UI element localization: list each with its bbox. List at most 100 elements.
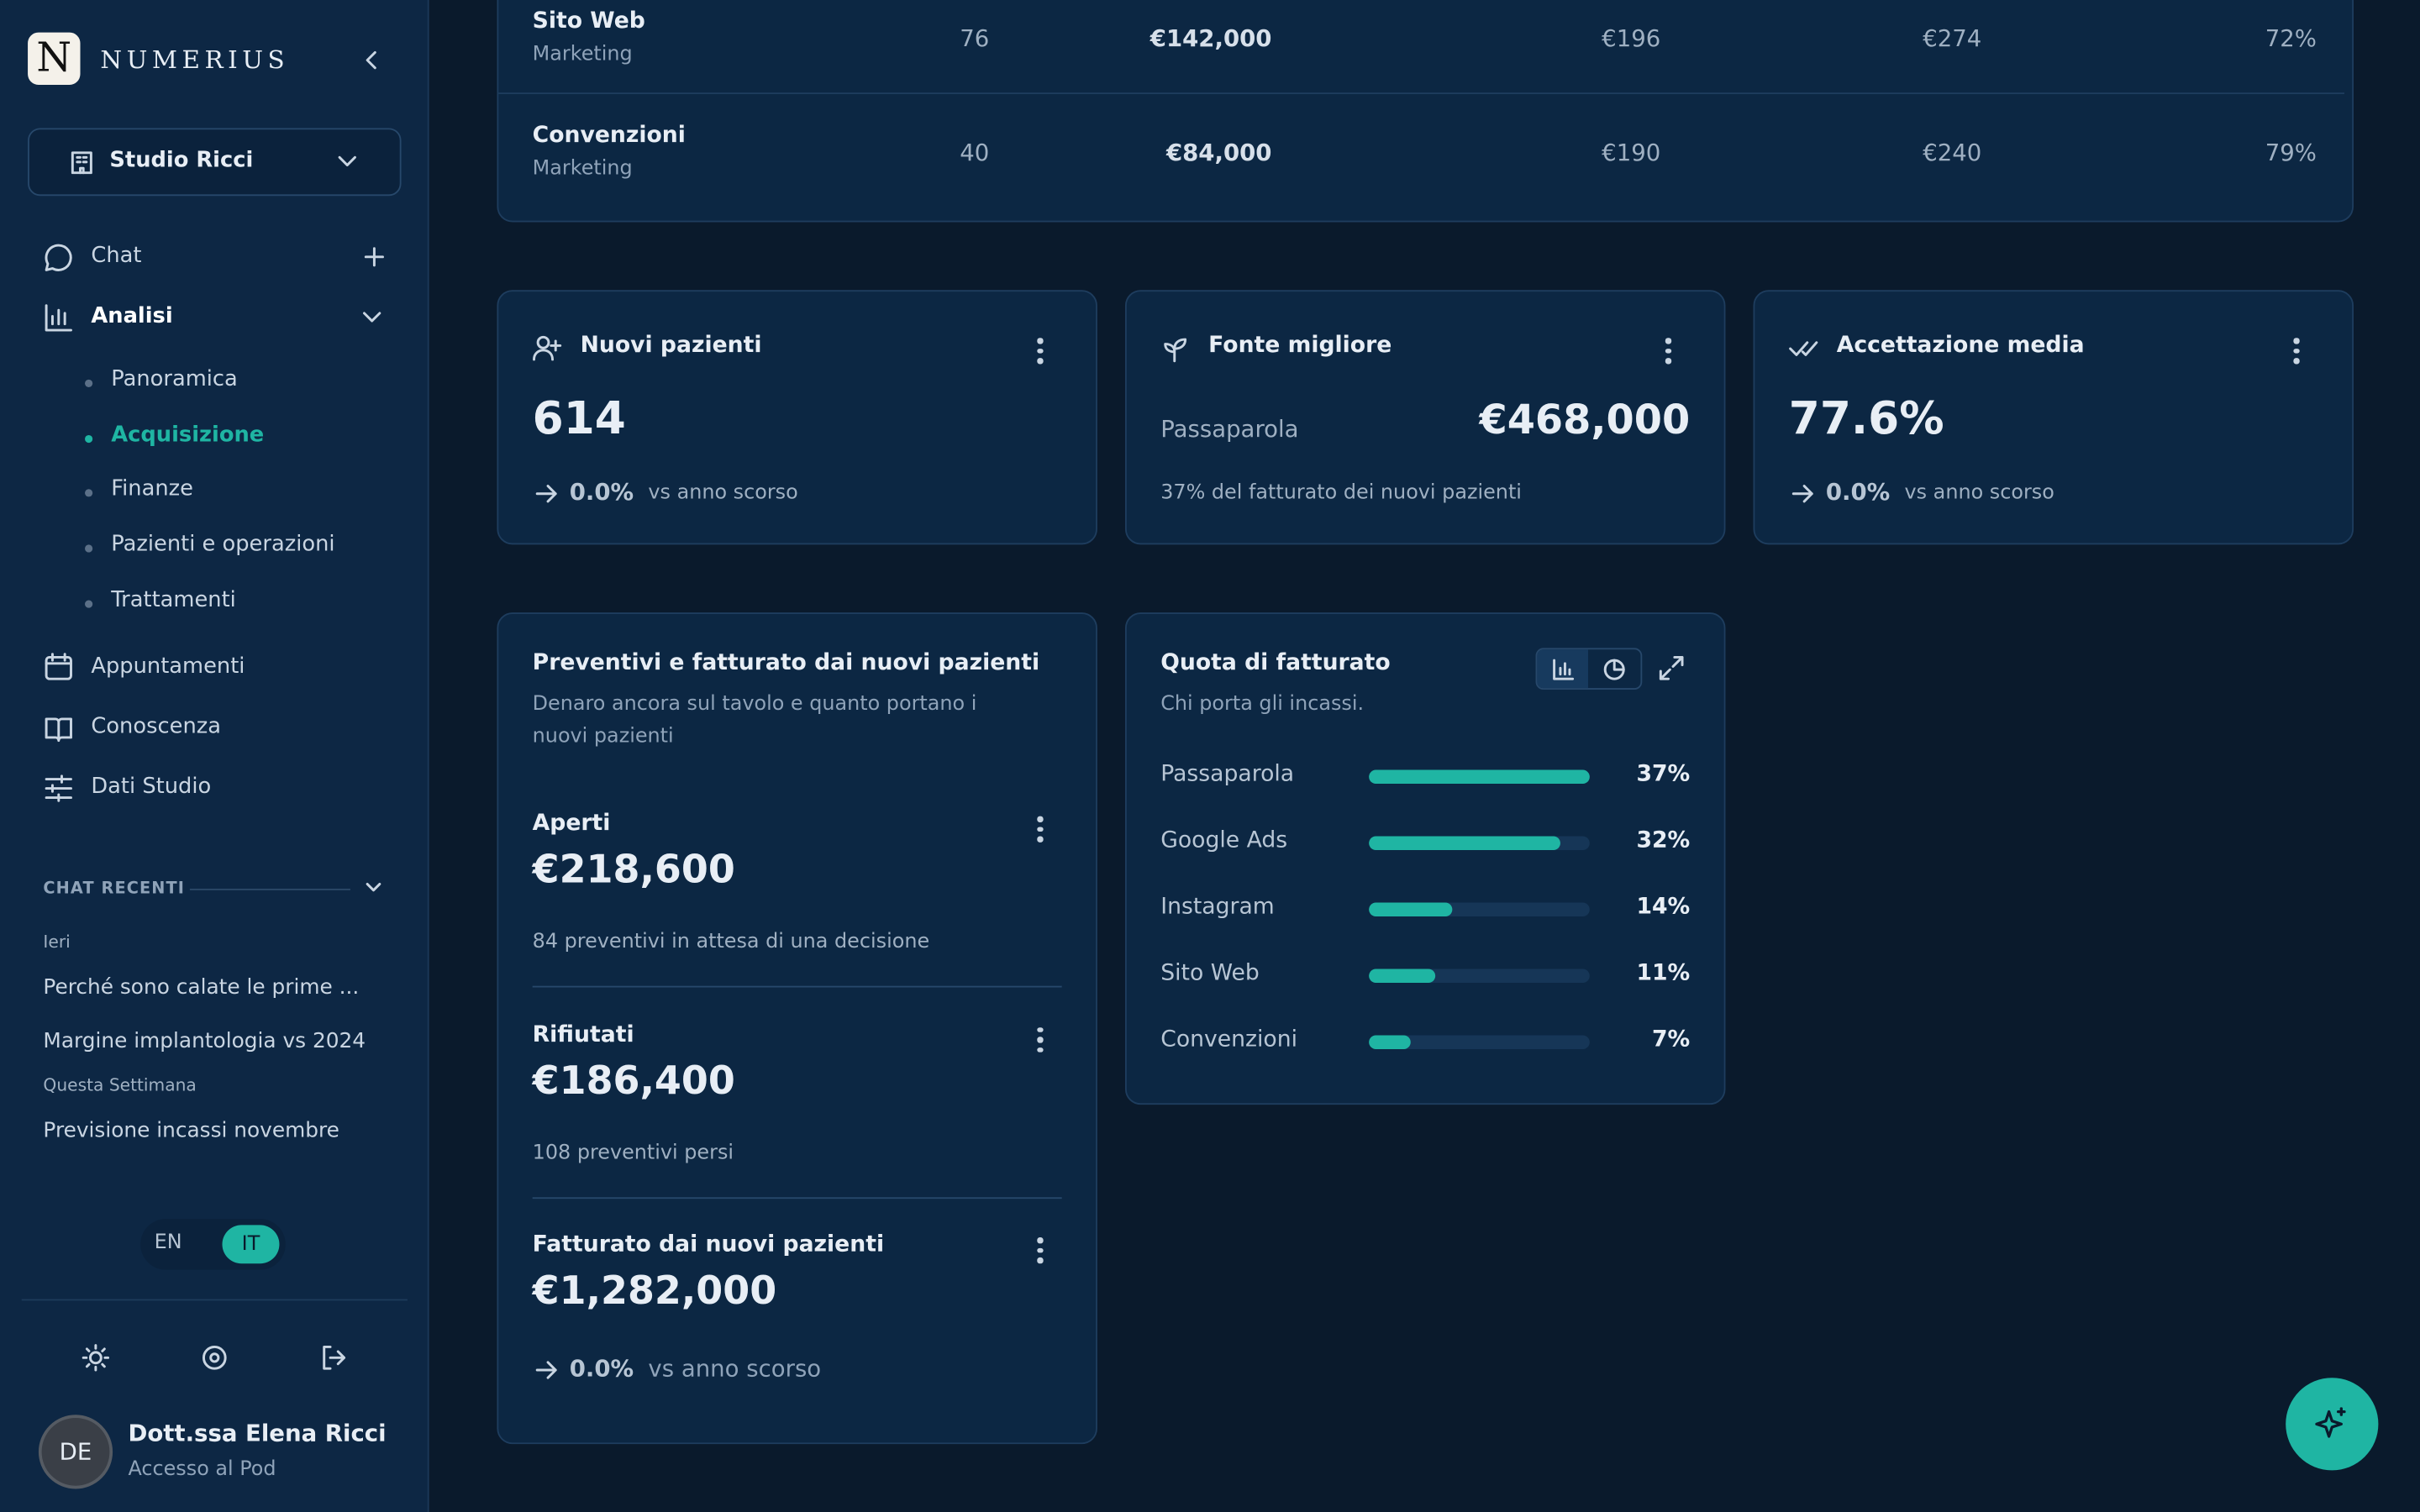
menu[interactable]	[1037, 1026, 1043, 1057]
cell: €84,000	[1165, 139, 1272, 167]
bar	[1369, 969, 1435, 983]
settings[interactable]	[201, 1344, 229, 1372]
cell: 76	[960, 24, 990, 53]
cell: €142,000	[1150, 24, 1272, 53]
bar-value-label: 32%	[1636, 828, 1691, 853]
bar-label: Passaparola	[1160, 762, 1295, 787]
share-card: Quota di fatturato Chi porta gli incassi…	[1124, 612, 1726, 1105]
kpi-title: Nuovi pazienti	[580, 333, 762, 359]
nav-sub-item[interactable]: Finanze	[111, 477, 193, 502]
recent-chat[interactable]: Margine implantologia vs 2024	[43, 1029, 366, 1054]
nav-dot	[85, 379, 93, 388]
menu[interactable]	[1665, 338, 1671, 368]
quotes-subtitle: Denaro ancora sul tavolo e quanto portan…	[532, 692, 977, 748]
bar-value-label: 14%	[1636, 895, 1691, 920]
bar	[1369, 1035, 1411, 1049]
cell: 79%	[2265, 139, 2317, 167]
kpi-note: vs anno scorso	[1904, 481, 2054, 505]
menu[interactable]	[1037, 1237, 1043, 1268]
recent-title: CHAT RECENTI	[43, 879, 186, 898]
bar-label: Instagram	[1160, 895, 1275, 920]
nav-chat[interactable]: Chat	[91, 244, 142, 269]
nav-appointments[interactable]: Appuntamenti	[91, 654, 245, 680]
quote-title: Rifiutati	[532, 1021, 634, 1047]
quote-title: Aperti	[532, 811, 611, 837]
kpi-value: €468,000	[1479, 397, 1691, 444]
quote-note: 84 preventivi in attesa di una decisione	[532, 930, 930, 954]
row-divider	[498, 92, 2344, 95]
nav-knowledge[interactable]: Conoscenza	[91, 714, 221, 739]
recent-chat[interactable]: Perché sono calate le prime ...	[43, 974, 360, 1000]
collapse[interactable]	[361, 50, 383, 71]
nav-sub-item[interactable]: Acquisizione	[111, 422, 265, 448]
avatar[interactable]: DE	[38, 1415, 113, 1489]
kpi-card: Accettazione media 77.6% 0.0% vs anno scors…	[1753, 290, 2354, 545]
bar-label: Sito Web	[1160, 961, 1260, 986]
bar-value-label: 11%	[1636, 961, 1691, 986]
kpi-label: Passaparola	[1160, 415, 1299, 444]
row-group: Marketing	[532, 43, 633, 66]
assistant-button[interactable]	[2286, 1378, 2379, 1471]
row-name: Sito Web	[532, 9, 645, 34]
nav-studio[interactable]: Dati Studio	[91, 774, 212, 800]
bar-view[interactable]	[1537, 649, 1588, 689]
nav-dot	[85, 489, 93, 498]
quote-title: Fatturato dai nuovi pazienti	[532, 1232, 885, 1257]
row-name: Convenzioni	[532, 123, 686, 149]
cell: €190	[1602, 139, 1661, 167]
divider	[532, 1196, 1062, 1199]
bar-value-label: 7%	[1651, 1027, 1691, 1053]
lang-en[interactable]: EN	[154, 1231, 182, 1255]
row-group: Marketing	[532, 157, 633, 181]
kpi-title: Fonte migliore	[1208, 333, 1392, 359]
logout[interactable]	[319, 1344, 347, 1372]
kpi-value: 614	[532, 391, 626, 444]
quotes-card: Preventivi e fatturato dai nuovi pazient…	[497, 612, 1097, 1445]
recent-group: Questa Settimana	[43, 1075, 197, 1096]
bar-track	[1369, 1035, 1590, 1049]
pie-view[interactable]	[1603, 659, 1625, 680]
cell: €274	[1923, 24, 1982, 53]
kpi-note: vs anno scorso	[648, 481, 798, 505]
nav-analysis[interactable]: Analisi	[91, 303, 173, 329]
menu[interactable]	[1037, 816, 1043, 847]
quote-value: €218,600	[532, 847, 735, 892]
bar-label: Convenzioni	[1160, 1027, 1297, 1053]
nav-sub-item[interactable]: Pazienti e operazioni	[111, 532, 335, 558]
delta-arrow	[535, 1361, 557, 1379]
chart-subtitle: Chi porta gli incassi.	[1160, 692, 1365, 717]
menu[interactable]	[2293, 338, 2299, 368]
delta-arrow	[535, 485, 557, 503]
nav-sub-item[interactable]: Trattamenti	[111, 587, 236, 612]
divider	[532, 985, 1062, 988]
nav-dot	[85, 600, 93, 608]
recent-group: Ieri	[43, 932, 71, 953]
bar	[1369, 836, 1560, 851]
theme[interactable]	[82, 1344, 110, 1372]
table-card: Sito Web Marketing 76 €142,000 €196 €274 72% Co…	[497, 0, 2354, 223]
cell: 72%	[2265, 24, 2317, 53]
lang-it[interactable]: IT	[222, 1225, 280, 1264]
menu[interactable]	[1037, 338, 1043, 368]
workspace-name: Studio Ricci	[109, 148, 254, 173]
lang-toggle: EN IT	[140, 1219, 286, 1270]
expand[interactable]	[1659, 655, 1684, 680]
quote-note: vs anno scorso	[648, 1354, 822, 1383]
view-toggle	[1535, 648, 1643, 690]
quote-delta: 0.0%	[569, 1354, 634, 1383]
bar	[1369, 902, 1453, 917]
recent-chat[interactable]: Previsione incassi novembre	[43, 1118, 339, 1144]
workspace-select[interactable]: Studio Ricci	[28, 128, 402, 197]
nav-dot	[85, 544, 93, 553]
nav-dot	[85, 434, 93, 443]
delta-arrow	[1791, 485, 1813, 503]
kpi-title: Accettazione media	[1836, 333, 2085, 359]
divider	[21, 1299, 408, 1301]
bar	[1369, 769, 1590, 785]
cell: 40	[960, 139, 990, 167]
quote-value: €1,282,000	[532, 1268, 777, 1314]
logo: N	[28, 32, 81, 86]
kpi-card: Nuovi pazienti 614 0.0% vs anno scorso	[497, 290, 1097, 545]
user-role: Accesso al Pod	[128, 1457, 276, 1482]
nav-sub-item[interactable]: Panoramica	[111, 367, 238, 392]
